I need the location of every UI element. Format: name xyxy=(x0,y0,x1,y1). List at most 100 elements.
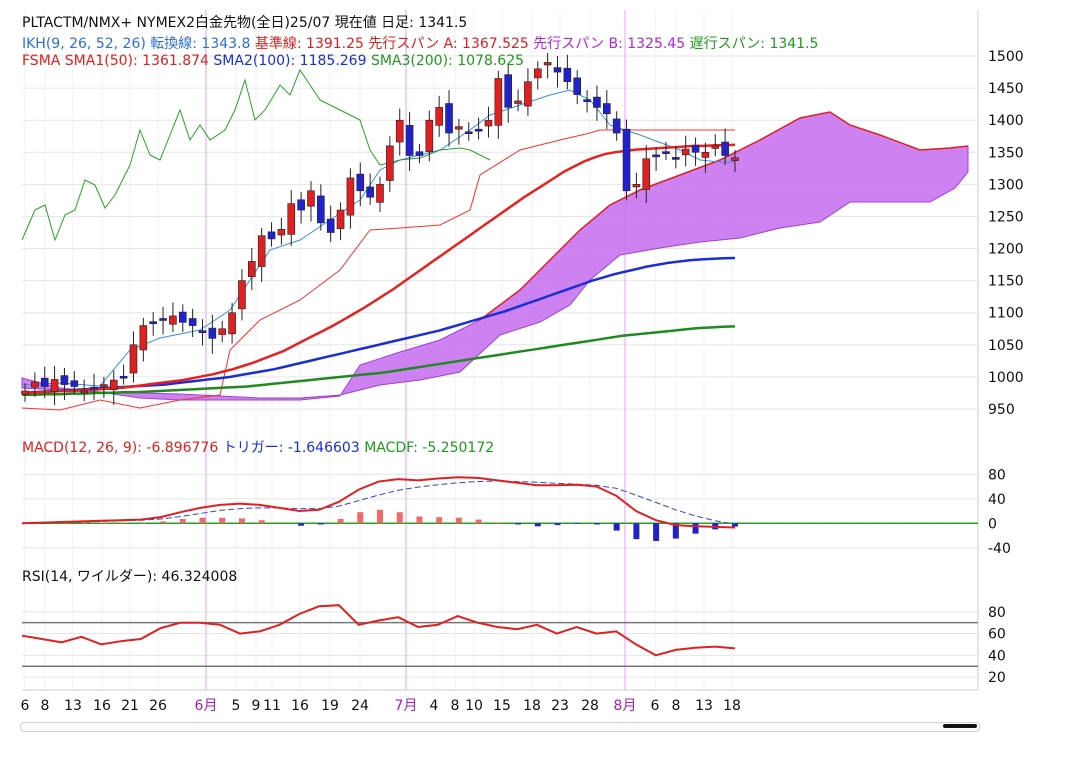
candle-body xyxy=(464,131,473,135)
candle-body xyxy=(109,379,118,391)
macd-histogram-bar xyxy=(100,522,107,524)
candle-body xyxy=(208,327,217,339)
macd-ytick-label: -40 xyxy=(988,541,1011,557)
ikh-spanb-label: 先行スパン B: 1325.45 xyxy=(533,36,686,52)
price-ytick-label: 1300 xyxy=(988,177,1024,193)
price-ytick-label: 1350 xyxy=(988,145,1024,161)
price-ytick-label: 950 xyxy=(988,402,1015,418)
scrollbar-thumb[interactable] xyxy=(943,724,977,728)
rsi-ytick-label: 20 xyxy=(988,670,1006,686)
candle-body xyxy=(583,99,591,102)
macd-histogram-bar xyxy=(160,521,167,524)
macd-histogram-bar xyxy=(554,523,561,526)
candle-body xyxy=(149,321,157,324)
price-ytick-label: 1400 xyxy=(988,113,1024,129)
candle-body xyxy=(533,68,542,79)
macd-histogram-bar xyxy=(396,512,403,524)
candle-body xyxy=(474,128,483,132)
price-ytick-label: 1150 xyxy=(988,274,1024,290)
chart-title: PLTACTM/NMX+ NYMEX2白金先物(全日)25/07 現在値 日足:… xyxy=(22,15,468,31)
candle-body xyxy=(297,199,305,211)
macd-histogram-bar xyxy=(416,516,423,524)
candle-body xyxy=(524,81,532,107)
macd-histogram-bar xyxy=(317,523,324,525)
price-ytick-label: 1200 xyxy=(988,242,1024,258)
candle-body xyxy=(139,325,148,351)
macd-label: MACD(12, 26, 9): -6.896776 xyxy=(22,440,219,456)
macd-histogram-bar xyxy=(613,523,620,531)
price-ytick-label: 1450 xyxy=(988,81,1024,97)
x-tick-label: 8 xyxy=(451,698,460,714)
candle-body xyxy=(90,386,98,390)
candle-body xyxy=(514,100,522,104)
candle-body xyxy=(445,103,453,134)
candle-body xyxy=(60,375,69,385)
macd-histogram-bar xyxy=(515,523,522,525)
macd-line xyxy=(21,476,736,529)
candle-body xyxy=(178,311,187,323)
macd-histogram-bar xyxy=(534,523,541,527)
candle-body xyxy=(691,144,700,153)
candle-body xyxy=(603,103,611,115)
candle-body xyxy=(119,375,128,379)
rsi-ytick-label: 80 xyxy=(988,605,1006,621)
candle-body xyxy=(395,119,404,143)
sma1-line xyxy=(22,143,736,395)
candle-body xyxy=(21,390,29,395)
candle-body xyxy=(642,158,651,190)
candle-body xyxy=(198,330,207,333)
macd-ytick-label: 80 xyxy=(988,467,1006,483)
x-tick-label: 16 xyxy=(93,698,111,714)
candle-body xyxy=(652,154,660,158)
candle-body xyxy=(711,145,720,149)
sma3-line xyxy=(22,325,736,397)
candle-body xyxy=(504,74,512,108)
macd-trigger-label: トリガー: -1.646603 xyxy=(222,440,360,456)
sma1-label: FSMA SMA1(50): 1361.874 xyxy=(22,53,209,69)
span-a-line xyxy=(479,111,969,321)
x-tick-label: 26 xyxy=(149,698,167,714)
candle-body xyxy=(248,261,256,278)
price-ytick-label: 1100 xyxy=(988,306,1024,322)
candle-body xyxy=(701,151,710,158)
x-tick-label: 9 xyxy=(252,698,261,714)
sma2-label: SMA2(100): 1185.269 xyxy=(213,53,367,69)
candle-body xyxy=(415,151,424,156)
candle-body xyxy=(159,318,167,321)
price-ytick-label: 1050 xyxy=(988,338,1024,354)
candle-body xyxy=(31,381,39,388)
x-tick-label: 18 xyxy=(723,698,741,714)
candle-body xyxy=(612,118,621,134)
ikh-spana-label: 先行スパン A: 1367.525 xyxy=(368,36,529,52)
macd-ytick-label: 0 xyxy=(988,516,997,532)
kijun-line xyxy=(21,129,735,411)
chart-scrollbar[interactable] xyxy=(20,722,980,732)
price-ytick-label: 1000 xyxy=(988,370,1024,386)
sma3-label: SMA3(200): 1078.625 xyxy=(370,53,525,69)
x-tick-label: 5 xyxy=(232,698,241,714)
macd-histogram-bar xyxy=(574,523,581,524)
x-tick-label: 6 xyxy=(651,698,660,714)
candle-body xyxy=(307,190,315,207)
x-tick-label: 6 xyxy=(21,698,30,714)
macd-histogram-bar xyxy=(357,512,364,524)
macd-histogram-bar xyxy=(672,523,679,539)
macd-histogram-bar xyxy=(199,517,206,524)
x-tick-label: 18 xyxy=(523,698,541,714)
candle-body xyxy=(632,184,641,188)
candle-body xyxy=(100,384,108,387)
ikh-kijun-label: 基準線: 1391.25 xyxy=(254,36,364,52)
candle-body xyxy=(455,126,463,130)
x-tick-label: 8 xyxy=(672,698,681,714)
candle-body xyxy=(356,173,365,192)
macd-histogram-bar xyxy=(258,520,265,524)
macd-histogram-bar xyxy=(692,523,699,534)
rsi-ytick-label: 40 xyxy=(988,648,1006,664)
macd-histogram-bar xyxy=(436,517,443,524)
macd-histogram-bar xyxy=(219,517,226,524)
macd-histogram-bar xyxy=(337,518,344,524)
price-ytick-label: 1500 xyxy=(988,49,1024,65)
candle-body xyxy=(188,318,197,326)
macd-ytick-label: 40 xyxy=(988,492,1006,508)
